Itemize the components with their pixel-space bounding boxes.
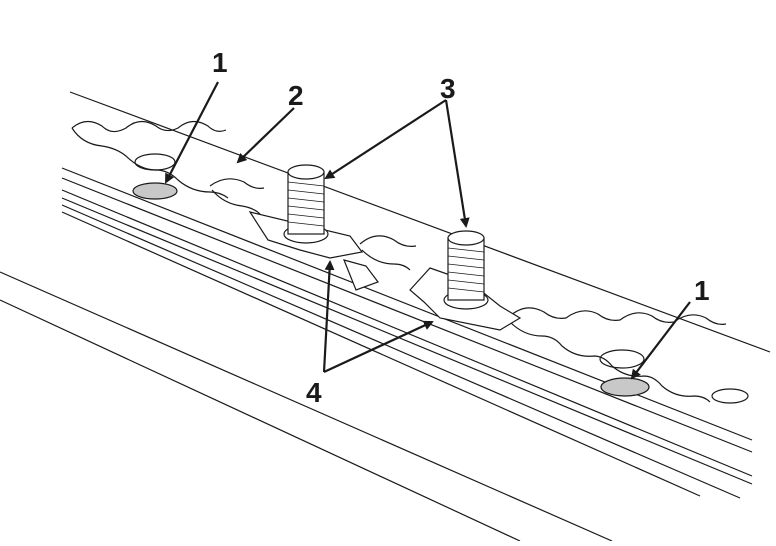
arrow-1-left	[165, 81, 219, 184]
stud-fitting-left	[248, 164, 379, 291]
callout-label-1-right: 1	[694, 275, 710, 306]
arrow-4-left	[322, 260, 335, 373]
callout-label-1-left: 1	[212, 47, 228, 78]
arrow-2	[236, 107, 295, 164]
floor-lines	[0, 271, 613, 542]
arrow-4-right	[323, 320, 434, 373]
stud-fitting-right	[409, 230, 522, 331]
callout-label-3: 3	[440, 73, 456, 104]
rail-hole-pattern	[71, 120, 749, 404]
arrow-1-right	[630, 301, 691, 380]
arrow-3-left	[324, 99, 447, 180]
filled-hole-right	[600, 377, 650, 397]
callout-arrows	[165, 81, 691, 380]
filled-holes	[132, 182, 650, 397]
callout-labels: 1 2 3 4 1	[212, 47, 710, 408]
callout-label-2: 2	[288, 80, 304, 111]
filled-hole-left	[132, 182, 178, 200]
callout-label-4: 4	[306, 377, 322, 408]
arrow-3-right	[444, 99, 470, 228]
